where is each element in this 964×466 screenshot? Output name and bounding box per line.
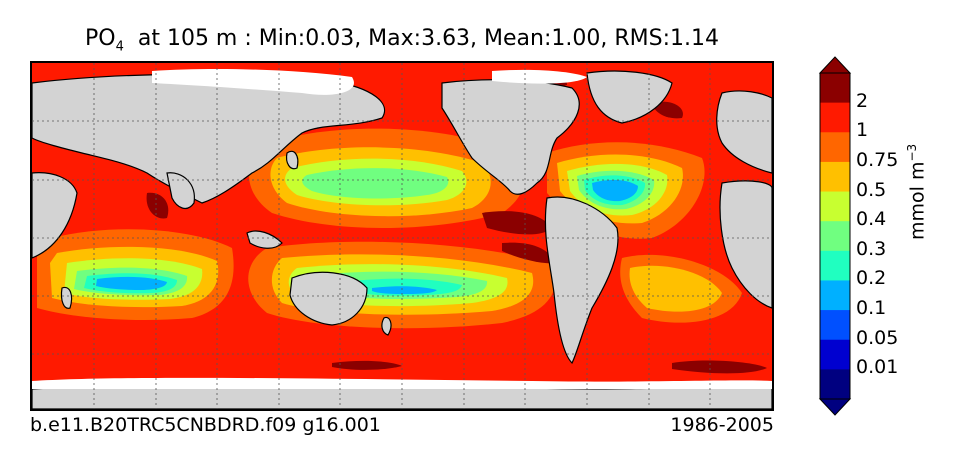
land-india	[166, 172, 195, 210]
ocean-zone-blue	[96, 179, 638, 294]
land-new-zealand	[381, 316, 392, 336]
land-europe-right	[716, 90, 772, 174]
map-gridlines	[32, 63, 772, 409]
colorbar-segment	[820, 102, 850, 133]
map-canvas	[32, 63, 772, 409]
title-variable: PO	[84, 26, 116, 51]
colorbar-extend-bottom	[818, 398, 852, 416]
colorbar-segment	[820, 339, 850, 370]
land-north-america	[441, 79, 580, 195]
colorbar-segment	[820, 132, 850, 163]
colorbar-frame	[819, 72, 851, 400]
land-masses	[32, 70, 772, 409]
period-label: 1986-2005	[670, 414, 774, 436]
title-subscript: 4	[115, 39, 124, 55]
land-greenland	[586, 70, 673, 124]
colorbar-segment	[820, 280, 850, 311]
land-australia	[289, 271, 368, 326]
colorbar-tick-label: 0.5	[856, 178, 887, 201]
colorbar-tick-label: 0.3	[856, 237, 887, 260]
colorbar-tick-label: 0.4	[856, 208, 887, 231]
colorbar-tick-label: 2	[856, 89, 869, 112]
colorbar-segment	[820, 250, 850, 281]
colorbar-segment	[820, 221, 850, 252]
land-japan	[285, 150, 299, 170]
colorbar-segment	[820, 73, 850, 104]
run-id-label: b.e11.B20TRC5CNBDRD.f09 g16.001	[30, 414, 381, 436]
colorbar-tick-label: 0.1	[856, 297, 887, 320]
land-africa	[719, 180, 772, 309]
land-south-america	[544, 196, 619, 365]
colorbar-tick-label: 0.2	[856, 267, 887, 290]
land-africa-left	[32, 172, 78, 259]
po4-map	[30, 61, 774, 411]
land-madagascar	[60, 286, 73, 309]
colorbar-segment	[820, 161, 850, 193]
colorbar-segment	[820, 310, 850, 341]
units-exponent: −3	[905, 143, 919, 162]
units-base: mmol m	[906, 161, 929, 240]
title-stats: at 105 m : Min:0.03, Max:3.63, Mean:1.00…	[123, 26, 719, 51]
colorbar	[818, 56, 852, 416]
colorbar-tick-label: 0.05	[856, 326, 899, 349]
colorbar-tick-label: 1	[856, 119, 869, 142]
colorbar-tick-label: 0.75	[856, 148, 899, 171]
map-title: PO4 at 105 m : Min:0.03, Max:3.63, Mean:…	[30, 26, 774, 54]
colorbar-segment	[820, 369, 850, 400]
colorbar-segment	[820, 191, 850, 222]
land-indonesia	[246, 230, 283, 249]
colorbar-units: mmol m−3	[905, 144, 928, 240]
colorbar-tick-label: 0.01	[856, 356, 899, 379]
colorbar-extend-top	[820, 57, 850, 73]
